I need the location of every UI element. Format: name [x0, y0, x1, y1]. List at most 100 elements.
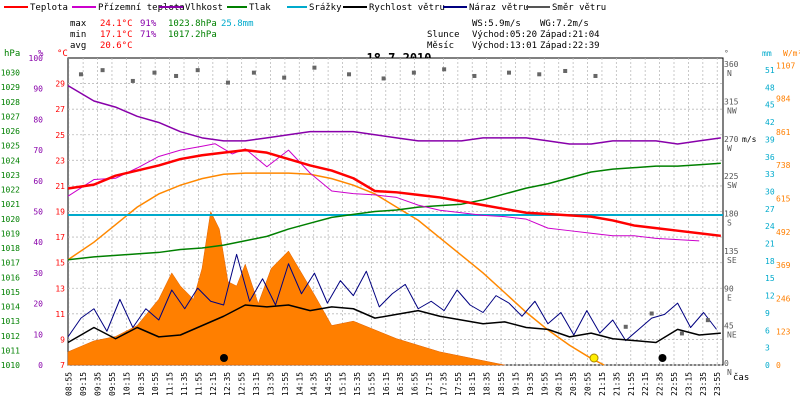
press-tick: 1027 [1, 112, 20, 121]
hum-tick: 30 [33, 269, 43, 278]
time-tick: 23:15 [684, 372, 693, 396]
press-tick: 1028 [1, 98, 20, 107]
wind-tick: 21 [765, 240, 775, 249]
wind-direction-point [442, 67, 447, 72]
dir-tick: 180 [724, 210, 739, 219]
legend-label: Rychlost větru [369, 3, 445, 13]
solar-tick: 738 [776, 161, 791, 170]
time-tick: 12:15 [209, 372, 218, 396]
dir-tick: 135 [724, 247, 739, 256]
wind-tick: 39 [765, 135, 775, 144]
hum-tick: 20 [33, 300, 43, 309]
press-tick: 1012 [1, 332, 20, 341]
wind-direction-point [705, 318, 710, 323]
legend: Teplota Přízemní teplota Vlhkost Tlak Srážky… [4, 3, 606, 13]
wind-direction-point [563, 68, 568, 73]
dir-tick: 0 [724, 359, 729, 368]
press-tick: 1014 [1, 303, 20, 312]
wind-tick: 48 [765, 83, 775, 92]
dir-tick: 90 [724, 284, 734, 293]
dir-compass: N [727, 368, 732, 377]
moonset-marker [658, 354, 667, 362]
hum-tick: 50 [33, 208, 43, 217]
wind-tick: 24 [765, 222, 775, 231]
time-tick: 09:15 [79, 372, 88, 396]
time-tick: 15:55 [367, 372, 376, 396]
time-tick: 18:15 [468, 372, 477, 396]
time-tick: 19:15 [511, 372, 520, 396]
temp-tick: 23 [55, 156, 65, 165]
hum-tick: 0 [38, 361, 43, 370]
solar-tick: 369 [776, 261, 791, 270]
dir-tick: 45 [724, 322, 734, 331]
dir-compass: N [727, 69, 732, 78]
solar-tick: 984 [776, 95, 791, 104]
press-tick: 1011 [1, 346, 20, 355]
time-tick: 10:15 [122, 372, 131, 396]
time-tick: 10:55 [151, 372, 160, 396]
legend-label: Směr větru [552, 3, 606, 13]
rain-unit: W/m² [783, 49, 800, 58]
solar-tick: 1107 [776, 61, 795, 70]
press-tick: 1025 [1, 142, 20, 151]
wind-direction-point [152, 70, 157, 75]
temp-tick: 25 [55, 131, 65, 140]
solar-tick: 615 [776, 195, 791, 204]
time-tick: 12:55 [238, 372, 247, 396]
time-tick: 18:35 [483, 372, 492, 396]
time-tick: 16:15 [382, 372, 391, 396]
hum-unit: % [38, 49, 44, 59]
solar-tick: 123 [776, 328, 791, 337]
wind-tick: 51 [765, 66, 775, 75]
stat-value: 20.6°C [100, 41, 133, 51]
stat-moonset: Západ:22:39 [540, 41, 600, 51]
time-tick: 12:35 [223, 372, 232, 396]
plot-area [67, 57, 724, 366]
wind-tick: 27 [765, 205, 775, 214]
time-tick: 21:55 [627, 372, 636, 396]
time-tick: 20:55 [584, 372, 593, 396]
time-unit: čas [733, 372, 749, 383]
time-tick: 13:15 [252, 372, 261, 396]
stat-value: 1023.8hPa [168, 19, 217, 29]
hum-tick: 100 [29, 54, 44, 63]
wind-direction-point [537, 72, 542, 77]
time-tick: 11:15 [166, 372, 175, 396]
wind-direction-point [312, 65, 317, 70]
legend-label: Srážky [309, 3, 342, 13]
wind-tick: 42 [765, 118, 775, 127]
time-tick: 16:35 [396, 372, 405, 396]
wind-direction-point [593, 73, 598, 78]
solar-potential-line [67, 172, 605, 366]
wind-tick: 3 [765, 344, 770, 353]
hum-tick: 10 [33, 330, 43, 339]
dir-compass: SW [727, 181, 737, 190]
axes: 1010101110121013101410151016101710181019… [1, 49, 800, 396]
temp-tick: 11 [55, 310, 65, 319]
temp-tick: 7 [60, 361, 65, 370]
dir-tick: 270 [724, 135, 739, 144]
time-tick: 22:55 [670, 372, 679, 396]
time-tick: 19:35 [526, 372, 535, 396]
wind-tick: 12 [765, 292, 775, 301]
hum-tick: 70 [33, 146, 43, 155]
stat-ws: WS:5.9m/s [472, 19, 521, 29]
wind-direction-point [174, 73, 179, 78]
wind-direction-point [251, 70, 256, 75]
time-tick: 21:35 [612, 372, 621, 396]
time-tick: 20:15 [555, 372, 564, 396]
time-tick: 19:55 [540, 372, 549, 396]
time-tick: 13:55 [281, 372, 290, 396]
solar-tick: 861 [776, 128, 791, 137]
wind-tick: 18 [765, 257, 775, 266]
rain-mm-unit: mm [762, 49, 772, 58]
stat-moonrise: Východ:13:01 [472, 41, 537, 51]
stat-value: 17.1°C [100, 30, 133, 40]
time-tick: 22:15 [641, 372, 650, 396]
dir-tick: 315 [724, 97, 739, 106]
stat-value: 24.1°C [100, 19, 133, 29]
wind-direction-point [100, 68, 105, 73]
press-tick: 1013 [1, 317, 20, 326]
wind-tick: 30 [765, 187, 775, 196]
time-tick: 17:15 [425, 372, 434, 396]
